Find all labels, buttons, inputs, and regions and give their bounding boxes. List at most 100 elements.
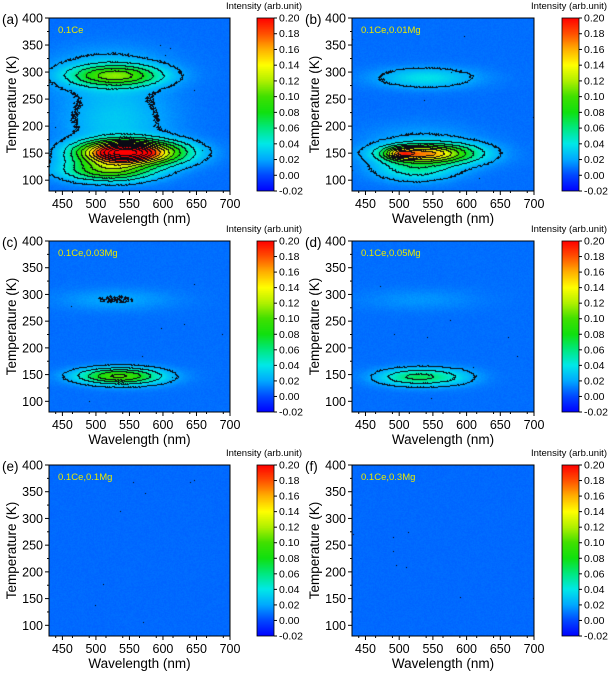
colorbar-tick-label: 0.14 bbox=[279, 282, 300, 294]
colorbar-tick-label: 0.10 bbox=[279, 91, 300, 103]
y-tick-label: 100 bbox=[22, 395, 43, 409]
plot-frame bbox=[351, 240, 535, 413]
y-tick-label: 350 bbox=[325, 485, 346, 499]
x-tick-label: 550 bbox=[422, 642, 443, 656]
colorbar-tick-label: 0.04 bbox=[279, 360, 300, 372]
x-tick-label: 500 bbox=[389, 642, 410, 656]
colorbar-tick-label: 0.14 bbox=[279, 506, 300, 518]
colorbar-tick-label: 0.06 bbox=[584, 123, 605, 135]
y-tick-label: 350 bbox=[325, 39, 346, 53]
x-tick-label: 500 bbox=[85, 642, 106, 656]
y-tick-label: 200 bbox=[22, 120, 43, 134]
colorbar-frame bbox=[561, 17, 580, 192]
colorbar-tick-label: 0.12 bbox=[584, 522, 605, 534]
x-tick-label: 600 bbox=[153, 197, 174, 211]
y-tick-label: 150 bbox=[22, 592, 43, 606]
y-tick-label: 400 bbox=[325, 235, 346, 249]
colorbar-frame bbox=[256, 464, 275, 637]
colorbar-tick-label: 0.16 bbox=[279, 267, 300, 279]
x-tick-label: 450 bbox=[52, 418, 73, 432]
colorbar-tick-label: 0.14 bbox=[584, 506, 605, 518]
y-axis-label: Temperature (K) bbox=[4, 56, 19, 154]
colorbar-tick-label: -0.02 bbox=[279, 186, 303, 198]
colorbar-tick-label: 0.18 bbox=[279, 251, 300, 263]
heatmap-e bbox=[49, 465, 230, 636]
colorbar-tick-label: 0.10 bbox=[279, 537, 300, 549]
colorbar-tick-label: 0.04 bbox=[279, 584, 300, 596]
colorbar-tick-label: -0.02 bbox=[584, 407, 608, 419]
x-axis-label: Wavelength (nm) bbox=[88, 211, 190, 226]
colorbar-label: Intensity (arb.unit) bbox=[531, 448, 607, 459]
colorbar-tick-label: 0.02 bbox=[279, 599, 300, 611]
y-tick-label: 250 bbox=[325, 93, 346, 107]
x-tick-label: 500 bbox=[85, 418, 106, 432]
plot-frame bbox=[351, 464, 535, 637]
y-tick-label: 300 bbox=[325, 66, 346, 80]
colorbar bbox=[562, 241, 579, 412]
y-tick-label: 350 bbox=[22, 261, 43, 275]
x-tick-label: 700 bbox=[220, 642, 241, 656]
colorbar-tick-label: 0.16 bbox=[584, 267, 605, 279]
x-axis-label: Wavelength (nm) bbox=[392, 211, 494, 226]
x-tick-label: 550 bbox=[422, 418, 443, 432]
panel-letter: (b) bbox=[305, 12, 322, 27]
colorbar-tick-label: 0.04 bbox=[279, 138, 300, 150]
y-tick-label: 150 bbox=[22, 147, 43, 161]
x-tick-label: 450 bbox=[52, 197, 73, 211]
sample-label: 0.1Ce,0.03Mg bbox=[58, 248, 118, 259]
y-tick-label: 200 bbox=[325, 341, 346, 355]
panel-letter: (d) bbox=[305, 235, 322, 250]
heatmap-f bbox=[352, 465, 534, 636]
y-tick-label: 300 bbox=[325, 288, 346, 302]
y-tick-label: 100 bbox=[325, 619, 346, 633]
colorbar-tick-label: 0.00 bbox=[584, 170, 605, 182]
heatmap-a bbox=[49, 18, 230, 191]
x-tick-label: 600 bbox=[456, 642, 477, 656]
colorbar-tick-label: 0.08 bbox=[279, 107, 300, 119]
colorbar-tick-label: 0.08 bbox=[584, 553, 605, 565]
colorbar-label: Intensity (arb.unit) bbox=[531, 1, 607, 12]
y-tick-label: 100 bbox=[325, 174, 346, 188]
x-tick-label: 650 bbox=[186, 197, 207, 211]
y-tick-label: 400 bbox=[22, 12, 43, 26]
colorbar-tick-label: 0.06 bbox=[279, 344, 300, 356]
x-axis-label: Wavelength (nm) bbox=[88, 656, 190, 671]
x-tick-label: 600 bbox=[456, 197, 477, 211]
colorbar-tick-label: 0.06 bbox=[279, 568, 300, 580]
panel-letter: (a) bbox=[2, 12, 19, 27]
y-axis-label: Temperature (K) bbox=[4, 502, 19, 600]
colorbar-tick-label: 0.02 bbox=[279, 375, 300, 387]
colorbar-tick-label: 0.02 bbox=[584, 599, 605, 611]
y-tick-label: 350 bbox=[22, 39, 43, 53]
y-tick-label: 100 bbox=[22, 174, 43, 188]
plot-frame bbox=[48, 464, 231, 637]
colorbar-tick-label: 0.20 bbox=[279, 236, 300, 248]
colorbar-tick-label: 0.18 bbox=[584, 475, 605, 487]
panel-letter: (e) bbox=[2, 459, 19, 474]
colorbar-label: Intensity (arb.unit) bbox=[226, 224, 302, 235]
y-tick-label: 300 bbox=[22, 512, 43, 526]
y-tick-label: 300 bbox=[325, 512, 346, 526]
sample-label: 0.1Ce,0.01Mg bbox=[361, 25, 421, 36]
x-tick-label: 700 bbox=[220, 418, 241, 432]
x-tick-label: 500 bbox=[389, 197, 410, 211]
colorbar-tick-label: 0.04 bbox=[584, 138, 605, 150]
y-tick-label: 400 bbox=[22, 235, 43, 249]
sample-label: 0.1Ce,0.3Mg bbox=[361, 472, 415, 483]
y-tick-label: 150 bbox=[325, 592, 346, 606]
colorbar-frame bbox=[561, 464, 580, 637]
colorbar-label: Intensity (arb.unit) bbox=[226, 448, 302, 459]
sample-label: 0.1Ce,0.05Mg bbox=[361, 248, 421, 259]
y-tick-label: 400 bbox=[22, 459, 43, 473]
y-tick-label: 300 bbox=[22, 66, 43, 80]
heatmap-d bbox=[352, 241, 534, 412]
x-tick-label: 450 bbox=[52, 642, 73, 656]
colorbar-tick-label: 0.16 bbox=[279, 44, 300, 56]
plot-frame bbox=[48, 17, 231, 192]
colorbar-tick-label: 0.18 bbox=[584, 28, 605, 40]
x-tick-label: 550 bbox=[119, 418, 140, 432]
colorbar-tick-label: 0.06 bbox=[279, 123, 300, 135]
colorbar-tick-label: 0.02 bbox=[584, 154, 605, 166]
y-axis-label: Temperature (K) bbox=[4, 278, 19, 376]
